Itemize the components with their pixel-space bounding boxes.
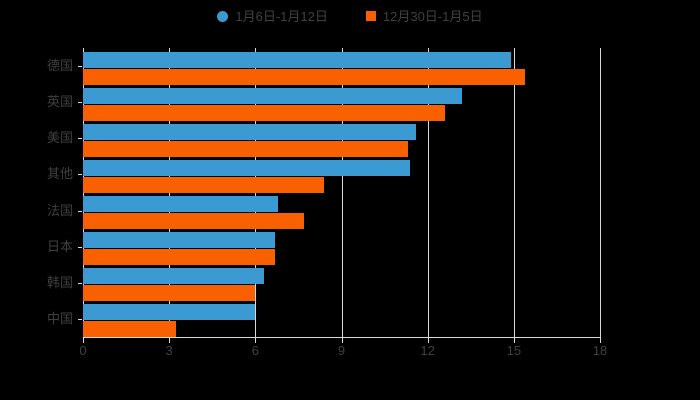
y-axis-tick-英国 (78, 102, 82, 104)
x-axis-tick-mark-6 (255, 338, 257, 343)
legend-item-series-1[interactable]: 12月30日-1月5日 (365, 8, 483, 24)
y-axis-label-法国: 法国 (46, 202, 73, 218)
x-axis-tick-label-9: 9 (337, 343, 346, 358)
x-axis-tick-label-15: 15 (506, 343, 522, 358)
legend-marker-square-icon (365, 11, 376, 21)
legend-label-series-0: 1月6日-1月12日 (235, 8, 328, 24)
bar-德国-series-1[interactable] (83, 68, 526, 85)
x-axis-tick-mark-9 (341, 338, 343, 343)
x-axis-tick-label-12: 12 (420, 343, 435, 358)
bar-中国-series-1[interactable] (83, 321, 177, 338)
x-axis-tick-label-6: 6 (251, 343, 259, 358)
y-axis-label-英国: 英国 (46, 94, 73, 110)
y-axis-tick-日本 (78, 246, 82, 248)
y-axis-label-美国: 美国 (46, 130, 73, 146)
x-axis-tick-mark-12 (427, 338, 429, 343)
y-axis-tick-韩国 (78, 282, 82, 284)
x-axis-tick-mark-0 (83, 338, 84, 343)
bar-美国-series-0[interactable] (83, 123, 417, 140)
plot-area (83, 48, 601, 338)
bar-英国-series-1[interactable] (83, 104, 445, 121)
x-axis-tick-label-0: 0 (79, 343, 87, 358)
x-axis-tick-mark-15 (513, 338, 515, 343)
gridline-x-15 (513, 48, 515, 337)
bar-其他-series-0[interactable] (83, 159, 411, 176)
y-axis-tick-其他 (78, 174, 82, 176)
y-axis-tick-中国 (78, 318, 82, 320)
bar-德国-series-0[interactable] (83, 51, 511, 68)
x-axis-tick-labels: 0 3 6 9 12 15 18 (0, 338, 700, 362)
chart-legend: 1月6日-1月12日 12月30日-1月5日 (0, 5, 700, 27)
legend-label-series-1: 12月30日-1月5日 (382, 8, 483, 24)
bar-韩国-series-1[interactable] (83, 285, 256, 302)
y-axis-tick-德国 (78, 66, 82, 68)
bar-美国-series-1[interactable] (83, 140, 408, 157)
y-axis-label-中国: 中国 (46, 310, 73, 326)
y-axis-label-韩国: 韩国 (46, 274, 73, 290)
y-axis-label-德国: 德国 (46, 58, 73, 74)
gridline-x-18 (600, 48, 601, 337)
bar-其他-series-1[interactable] (83, 176, 325, 193)
bar-法国-series-0[interactable] (83, 196, 279, 212)
bar-英国-series-0[interactable] (83, 87, 463, 104)
y-axis-tick-美国 (78, 138, 82, 140)
legend-marker-circle-icon (217, 10, 229, 22)
y-axis-label-其他: 其他 (46, 166, 73, 182)
y-axis-label-日本: 日本 (46, 238, 73, 254)
y-axis-category-labels: 德国英国美国其他法国日本韩国中国 (0, 48, 82, 337)
bar-日本-series-0[interactable] (83, 232, 276, 249)
x-axis-tick-label-18: 18 (592, 343, 608, 358)
legend-item-series-0[interactable]: 1月6日-1月12日 (217, 8, 328, 24)
gridline-x-9 (341, 48, 343, 337)
bar-日本-series-1[interactable] (83, 249, 276, 266)
bar-韩国-series-0[interactable] (83, 268, 264, 285)
x-axis-tick-mark-18 (600, 338, 601, 343)
bar-中国-series-0[interactable] (83, 304, 256, 321)
y-axis-tick-法国 (78, 210, 82, 212)
gridline-x-12 (427, 48, 429, 337)
x-axis-line (83, 337, 601, 338)
bar-法国-series-1[interactable] (83, 213, 305, 229)
x-axis-tick-mark-3 (169, 338, 171, 343)
x-axis-tick-label-3: 3 (165, 343, 173, 358)
